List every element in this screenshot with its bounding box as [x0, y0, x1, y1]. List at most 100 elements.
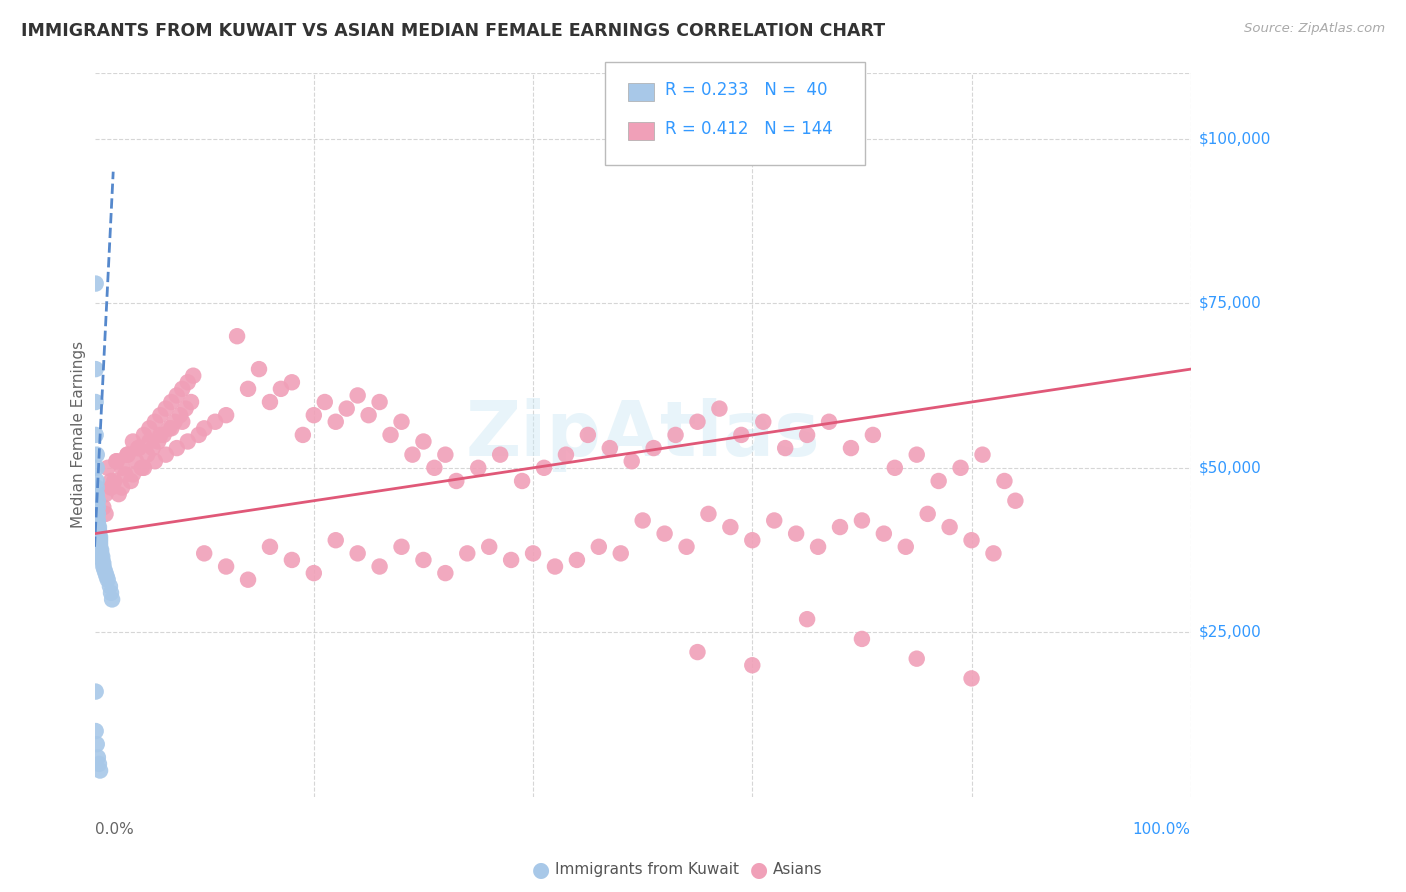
Point — [773, 441, 796, 455]
Point — [160, 421, 183, 435]
Point — [972, 448, 994, 462]
Point — [87, 493, 110, 508]
Text: ZipAtlas: ZipAtlas — [465, 398, 820, 472]
Point — [434, 448, 457, 462]
Point — [862, 428, 884, 442]
Text: 100.0%: 100.0% — [1133, 822, 1191, 837]
Point — [86, 474, 108, 488]
Point — [983, 546, 1005, 560]
Point — [478, 540, 501, 554]
Point — [763, 513, 786, 527]
Point — [93, 559, 115, 574]
Point — [730, 428, 752, 442]
Point — [917, 507, 939, 521]
Point — [1004, 493, 1026, 508]
Point — [555, 448, 578, 462]
Point — [84, 362, 107, 376]
Point — [157, 421, 180, 435]
Point — [960, 533, 983, 548]
Point — [357, 408, 380, 422]
Point — [851, 632, 873, 646]
Point — [89, 530, 111, 544]
Point — [111, 481, 134, 495]
Text: $100,000: $100,000 — [1199, 131, 1271, 146]
Point — [105, 454, 128, 468]
Text: $50,000: $50,000 — [1199, 460, 1261, 475]
Point — [510, 474, 533, 488]
Point — [94, 507, 117, 521]
Point — [423, 460, 446, 475]
Point — [610, 546, 633, 560]
Point — [84, 724, 107, 739]
Point — [103, 474, 125, 488]
Point — [818, 415, 841, 429]
Point — [94, 566, 117, 581]
Point — [127, 441, 149, 455]
Point — [533, 460, 555, 475]
Point — [752, 415, 775, 429]
Point — [851, 513, 873, 527]
Point — [226, 329, 249, 343]
Point — [380, 428, 402, 442]
Point — [142, 441, 165, 455]
Point — [177, 376, 200, 390]
Point — [412, 434, 434, 449]
Point — [84, 395, 107, 409]
Text: IMMIGRANTS FROM KUWAIT VS ASIAN MEDIAN FEMALE EARNINGS CORRELATION CHART: IMMIGRANTS FROM KUWAIT VS ASIAN MEDIAN F… — [21, 22, 886, 40]
Point — [93, 563, 115, 577]
Point — [143, 415, 166, 429]
Point — [270, 382, 292, 396]
Point — [456, 546, 478, 560]
Point — [143, 454, 166, 468]
Text: Asians: Asians — [773, 863, 823, 877]
Point — [138, 434, 160, 449]
Point — [90, 546, 112, 560]
Point — [86, 448, 108, 462]
Point — [160, 395, 183, 409]
Point — [259, 395, 281, 409]
Point — [187, 428, 209, 442]
Point — [401, 448, 423, 462]
Point — [576, 428, 599, 442]
Point — [122, 467, 145, 482]
Point — [114, 467, 136, 482]
Point — [180, 395, 202, 409]
Point — [89, 764, 111, 778]
Point — [247, 362, 270, 376]
Point — [127, 441, 149, 455]
Point — [741, 658, 763, 673]
Point — [98, 579, 121, 593]
Point — [193, 546, 215, 560]
Point — [236, 573, 259, 587]
Text: R = 0.233   N =  40: R = 0.233 N = 40 — [665, 81, 828, 99]
Point — [236, 382, 259, 396]
Point — [174, 401, 197, 416]
Point — [894, 540, 917, 554]
Point — [155, 401, 177, 416]
Point — [172, 415, 194, 429]
Point — [325, 533, 347, 548]
Point — [105, 454, 128, 468]
Text: R = 0.412   N = 144: R = 0.412 N = 144 — [665, 120, 832, 138]
Point — [588, 540, 610, 554]
Point — [94, 487, 117, 501]
Point — [314, 395, 336, 409]
Text: Immigrants from Kuwait: Immigrants from Kuwait — [555, 863, 740, 877]
Text: 0.0%: 0.0% — [94, 822, 134, 837]
Point — [87, 526, 110, 541]
Point — [87, 520, 110, 534]
Point — [177, 434, 200, 449]
Point — [86, 481, 108, 495]
Text: Source: ZipAtlas.com: Source: ZipAtlas.com — [1244, 22, 1385, 36]
Point — [146, 434, 169, 449]
Point — [215, 408, 238, 422]
Point — [544, 559, 567, 574]
Point — [100, 481, 122, 495]
Point — [84, 684, 107, 698]
Point — [131, 460, 153, 475]
Point — [368, 395, 391, 409]
Point — [89, 533, 111, 548]
Point — [97, 573, 120, 587]
Point — [91, 553, 114, 567]
Point — [522, 546, 544, 560]
